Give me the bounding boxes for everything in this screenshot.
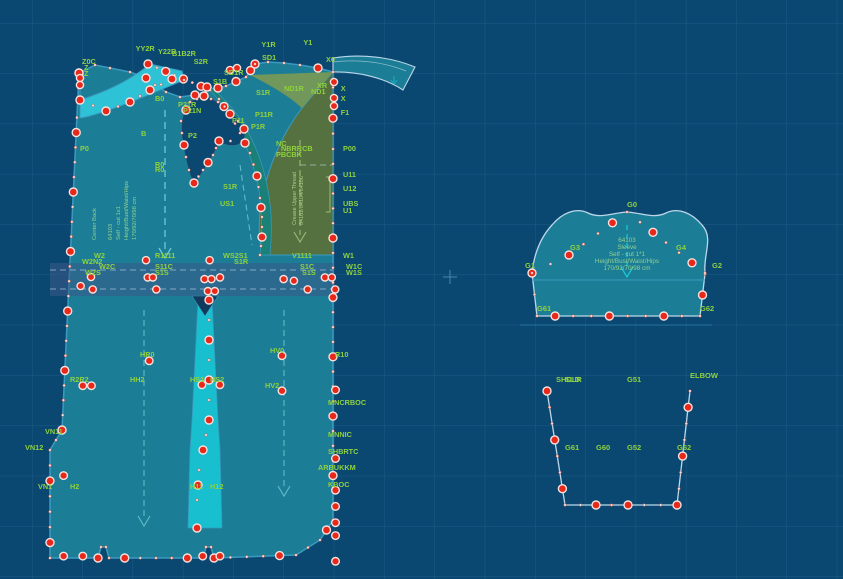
svg-text:64103: 64103 <box>618 237 636 244</box>
svg-text:ARBUKKM: ARBUKKM <box>318 463 356 472</box>
svg-text:G51: G51 <box>627 375 641 384</box>
svg-text:R10: R10 <box>335 350 348 359</box>
svg-text:X: X <box>341 84 346 93</box>
svg-text:SD1R: SD1R <box>224 68 244 77</box>
svg-text:Self - cut 1*1: Self - cut 1*1 <box>609 251 646 258</box>
svg-text:P11: P11 <box>232 116 245 125</box>
svg-text:HS2: HS2 <box>210 375 224 384</box>
svg-text:KBOC: KBOC <box>328 480 350 489</box>
svg-text:P0: P0 <box>80 144 89 153</box>
svg-text:H2: H2 <box>70 482 79 491</box>
svg-text:G61: G61 <box>565 443 579 452</box>
svg-text:Crease Upper Thread: Crease Upper Thread <box>292 172 298 225</box>
svg-text:B: B <box>141 129 146 138</box>
svg-text:ELBOW: ELBOW <box>690 371 719 380</box>
svg-text:G3: G3 <box>570 243 580 252</box>
svg-text:Sleeve: Sleeve <box>617 244 637 251</box>
svg-text:64103: 64103 <box>108 224 114 240</box>
svg-text:HH2: HH2 <box>130 375 145 384</box>
svg-text:HV0: HV0 <box>270 346 284 355</box>
svg-text:170/92/70/98 cm: 170/92/70/98 cm <box>132 197 138 240</box>
svg-text:S2R: S2R <box>194 57 209 66</box>
svg-text:X0: X0 <box>326 55 335 64</box>
svg-text:YY2R: YY2R <box>136 44 156 53</box>
svg-text:G4: G4 <box>676 243 687 252</box>
svg-text:P1R: P1R <box>251 122 266 131</box>
svg-text:VN1: VN1 <box>38 482 52 491</box>
svg-text:G62: G62 <box>677 443 691 452</box>
svg-text:P2: P2 <box>188 131 197 140</box>
svg-text:U11: U11 <box>343 170 356 179</box>
svg-text:HR0: HR0 <box>140 350 155 359</box>
svg-text:H12: H12 <box>210 482 223 491</box>
svg-text:P21N: P21N <box>183 106 201 115</box>
svg-text:W1S: W1S <box>346 268 362 277</box>
svg-text:X: X <box>341 94 346 103</box>
svg-text:VN11: VN11 <box>45 427 63 436</box>
svg-text:US1: US1 <box>220 199 234 208</box>
svg-text:G0: G0 <box>627 200 637 209</box>
svg-text:S1R: S1R <box>256 88 271 97</box>
svg-text:W2S: W2S <box>85 268 101 277</box>
svg-text:SHDLR: SHDLR <box>556 375 582 384</box>
svg-text:PBCBK: PBCBK <box>276 150 303 159</box>
svg-text:MNNIC: MNNIC <box>328 430 353 439</box>
svg-text:W2C: W2C <box>99 262 116 271</box>
svg-text:Self - cut 1x1: Self - cut 1x1 <box>116 206 122 240</box>
svg-text:Height/Bust/Waist/Hips: Height/Bust/Waist/Hips <box>595 258 659 265</box>
svg-text:S1R: S1R <box>223 182 238 191</box>
svg-text:VN12: VN12 <box>25 443 43 452</box>
svg-text:P00: P00 <box>343 144 356 153</box>
svg-text:ND1: ND1 <box>311 87 326 96</box>
svg-text:MNCRBOC: MNCRBOC <box>328 398 367 407</box>
svg-text:S1S: S1S <box>302 268 316 277</box>
svg-text:R2R2: R2R2 <box>70 375 89 384</box>
svg-text:Y1R: Y1R <box>261 40 276 49</box>
svg-text:U1: U1 <box>343 206 352 215</box>
svg-text:Center Back: Center Back <box>92 208 98 240</box>
svg-text:G61: G61 <box>537 304 551 313</box>
svg-text:V1111: V1111 <box>292 251 312 260</box>
svg-text:ND1R: ND1R <box>284 84 305 93</box>
svg-text:SHBRTC: SHBRTC <box>328 447 359 456</box>
svg-text:HV2: HV2 <box>265 381 279 390</box>
svg-text:G1: G1 <box>525 261 535 270</box>
svg-text:Y1: Y1 <box>303 38 312 47</box>
svg-text:S1S: S1S <box>155 268 169 277</box>
svg-text:R1111: R1111 <box>155 251 175 260</box>
svg-text:Height/Bust/Waist/Hips: Height/Bust/Waist/Hips <box>124 181 130 240</box>
svg-text:HS1: HS1 <box>190 375 204 384</box>
svg-text:P11R: P11R <box>255 110 274 119</box>
svg-text:G52: G52 <box>627 443 641 452</box>
svg-text:R0: R0 <box>155 165 164 174</box>
svg-text:170/92/70/98 cm: 170/92/70/98 cm <box>604 265 651 272</box>
svg-text:H11: H11 <box>190 482 203 491</box>
svg-text:S1B: S1B <box>213 77 227 86</box>
svg-text:G62: G62 <box>700 304 714 313</box>
svg-text:SD1: SD1 <box>262 53 276 62</box>
svg-text:F1: F1 <box>341 108 350 117</box>
svg-text:S1R: S1R <box>234 257 249 266</box>
svg-text:U12: U12 <box>343 184 356 193</box>
svg-text:Z: Z <box>84 69 89 78</box>
svg-text:B0: B0 <box>155 94 164 103</box>
svg-text:G2: G2 <box>712 261 722 270</box>
svg-text:G60: G60 <box>596 443 610 452</box>
svg-text:W1: W1 <box>343 251 354 260</box>
